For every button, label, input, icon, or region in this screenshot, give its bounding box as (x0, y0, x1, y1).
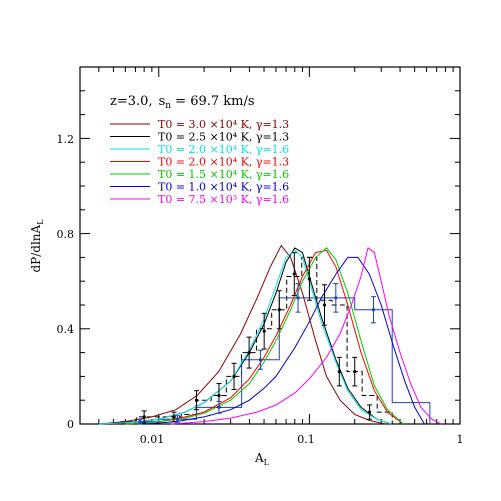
y-tick-label-0: 0 (67, 418, 74, 431)
series-line-1 (98, 247, 392, 425)
observed-point (142, 415, 146, 419)
observed-point (217, 393, 221, 398)
y-tick-label-2: 0.8 (57, 228, 75, 241)
simulated-point (296, 296, 300, 300)
simulated-point (258, 358, 263, 362)
ticks (79, 66, 461, 425)
observed-point (232, 374, 236, 378)
plot-frame (79, 66, 461, 425)
simulated-point (138, 420, 142, 424)
series-line-6 (170, 247, 442, 425)
observed-point (277, 308, 281, 312)
x-tick-label-0: 0.01 (140, 433, 165, 446)
series-line-0 (98, 244, 386, 425)
simulated-point (217, 405, 221, 409)
series-line-2 (98, 249, 392, 425)
error-bars (137, 252, 376, 425)
header-text: z=3.0, sn = 69.7 km/s (110, 94, 255, 111)
legend-label-3: T0 = 2.0 ×10⁴ K, γ=1.3 (158, 156, 289, 169)
legend-label-2: T0 = 2.0 ×10⁴ K, γ=1.6 (158, 143, 289, 156)
legend-label-0: T0 = 3.0 ×10⁴ K, γ=1.3 (158, 118, 289, 131)
x-tick-label-1: 0.1 (297, 433, 315, 446)
observed-point (247, 351, 251, 355)
observed-point (194, 398, 199, 402)
simulated-point (371, 308, 376, 312)
legend-label-5: T0 = 1.0 ×10⁴ K, γ=1.6 (158, 181, 289, 194)
observed-point (367, 410, 372, 414)
y-tick-label-3: 1.2 (57, 133, 75, 146)
simulated-point (175, 417, 180, 421)
legend: T0 = 3.0 ×10⁴ K, γ=1.3T0 = 2.5 ×10⁴ K, γ… (110, 118, 289, 206)
observed-point (172, 415, 176, 419)
observed-point (353, 370, 357, 374)
observed-point (262, 329, 266, 333)
simulated-point (334, 296, 338, 300)
legend-label-6: T0 = 7.5 ×10³ K, γ=1.6 (158, 193, 289, 206)
model-curves (98, 244, 442, 425)
observed-point (337, 370, 341, 374)
legend-label-1: T0 = 2.5 ×10⁴ K, γ=1.3 (158, 131, 289, 144)
series-line-5 (144, 256, 425, 425)
observed-dashed-histogram (121, 256, 393, 424)
x-tick-label-2: 1 (457, 433, 464, 446)
observed-point (322, 303, 327, 307)
y-axis-title: dP/dlnAL (29, 219, 45, 273)
x-axis-title: AL (254, 451, 270, 467)
observed-point (292, 272, 296, 276)
observed-point (307, 277, 311, 281)
y-tick-label-1: 0.4 (57, 323, 75, 336)
series-line-3 (125, 249, 404, 425)
legend-label-4: T0 = 1.5 ×10⁴ K, γ=1.6 (158, 168, 289, 181)
histograms (120, 256, 431, 424)
